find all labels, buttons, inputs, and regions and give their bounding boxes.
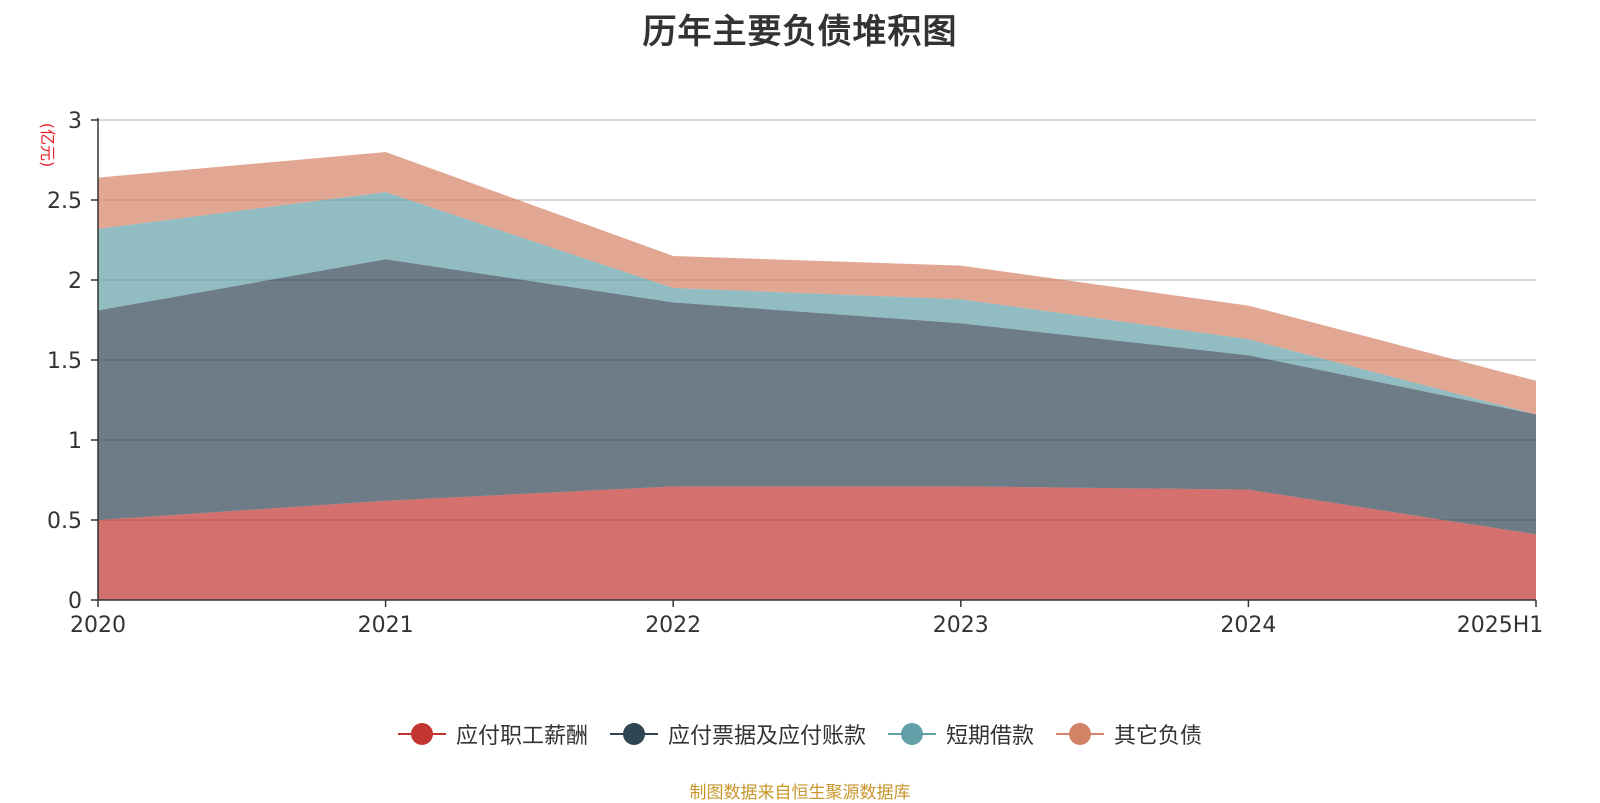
legend-label: 应付职工薪酬 — [455, 724, 588, 749]
legend-label: 应付票据及应付账款 — [667, 724, 866, 749]
x-tick-label: 2023 — [933, 613, 989, 638]
data-source-note: 制图数据来自恒生聚源数据库 — [689, 783, 911, 803]
legend-item-4[interactable]: 其它负债 — [1056, 718, 1202, 750]
y-tick-label: 1 — [68, 429, 82, 454]
x-tick-label: 2022 — [645, 613, 701, 638]
legend-marker-icon — [1056, 722, 1105, 746]
area-series-4[interactable] — [98, 152, 1536, 415]
y-tick-label: 2.5 — [47, 189, 82, 214]
legend-label: 其它负债 — [1114, 724, 1203, 749]
area-series-1[interactable] — [98, 486, 1536, 600]
area-series-2[interactable] — [98, 259, 1536, 535]
legend-label: 短期借款 — [946, 724, 1035, 749]
x-tick-label: 2024 — [1220, 613, 1276, 638]
y-tick-label: 1.5 — [47, 349, 82, 374]
axes: 0 0.5 1 1.5 2 2.5 3 2020 2021 2022 2023 2024 2025H1 — [47, 109, 1543, 638]
y-tick-label: 2 — [68, 269, 82, 294]
chart-title: 历年主要负债堆积图 — [642, 12, 958, 52]
x-tick-label: 2025H1 — [1457, 613, 1544, 638]
y-tick-label: 3 — [68, 109, 82, 134]
legend-marker-icon — [609, 722, 658, 746]
area-series-3[interactable] — [98, 192, 1536, 415]
area-series-group — [98, 152, 1536, 600]
legend-item-2[interactable]: 应付票据及应付账款 — [609, 718, 866, 750]
y-tick-label: 0.5 — [47, 509, 82, 534]
legend-item-1[interactable]: 应付职工薪酬 — [397, 718, 588, 750]
x-tick-label: 2021 — [358, 613, 414, 638]
y-tick-label: 0 — [68, 589, 82, 614]
legend-item-3[interactable]: 短期借款 — [888, 718, 1034, 750]
y-axis-unit-label: (亿元) — [38, 123, 57, 168]
x-tick-label: 2020 — [70, 613, 126, 638]
legend-marker-icon — [888, 722, 936, 746]
legend: 应付职工薪酬 应付票据及应付账款 短期借款 其它负债 — [0, 718, 1600, 750]
legend-marker-icon — [397, 722, 446, 746]
